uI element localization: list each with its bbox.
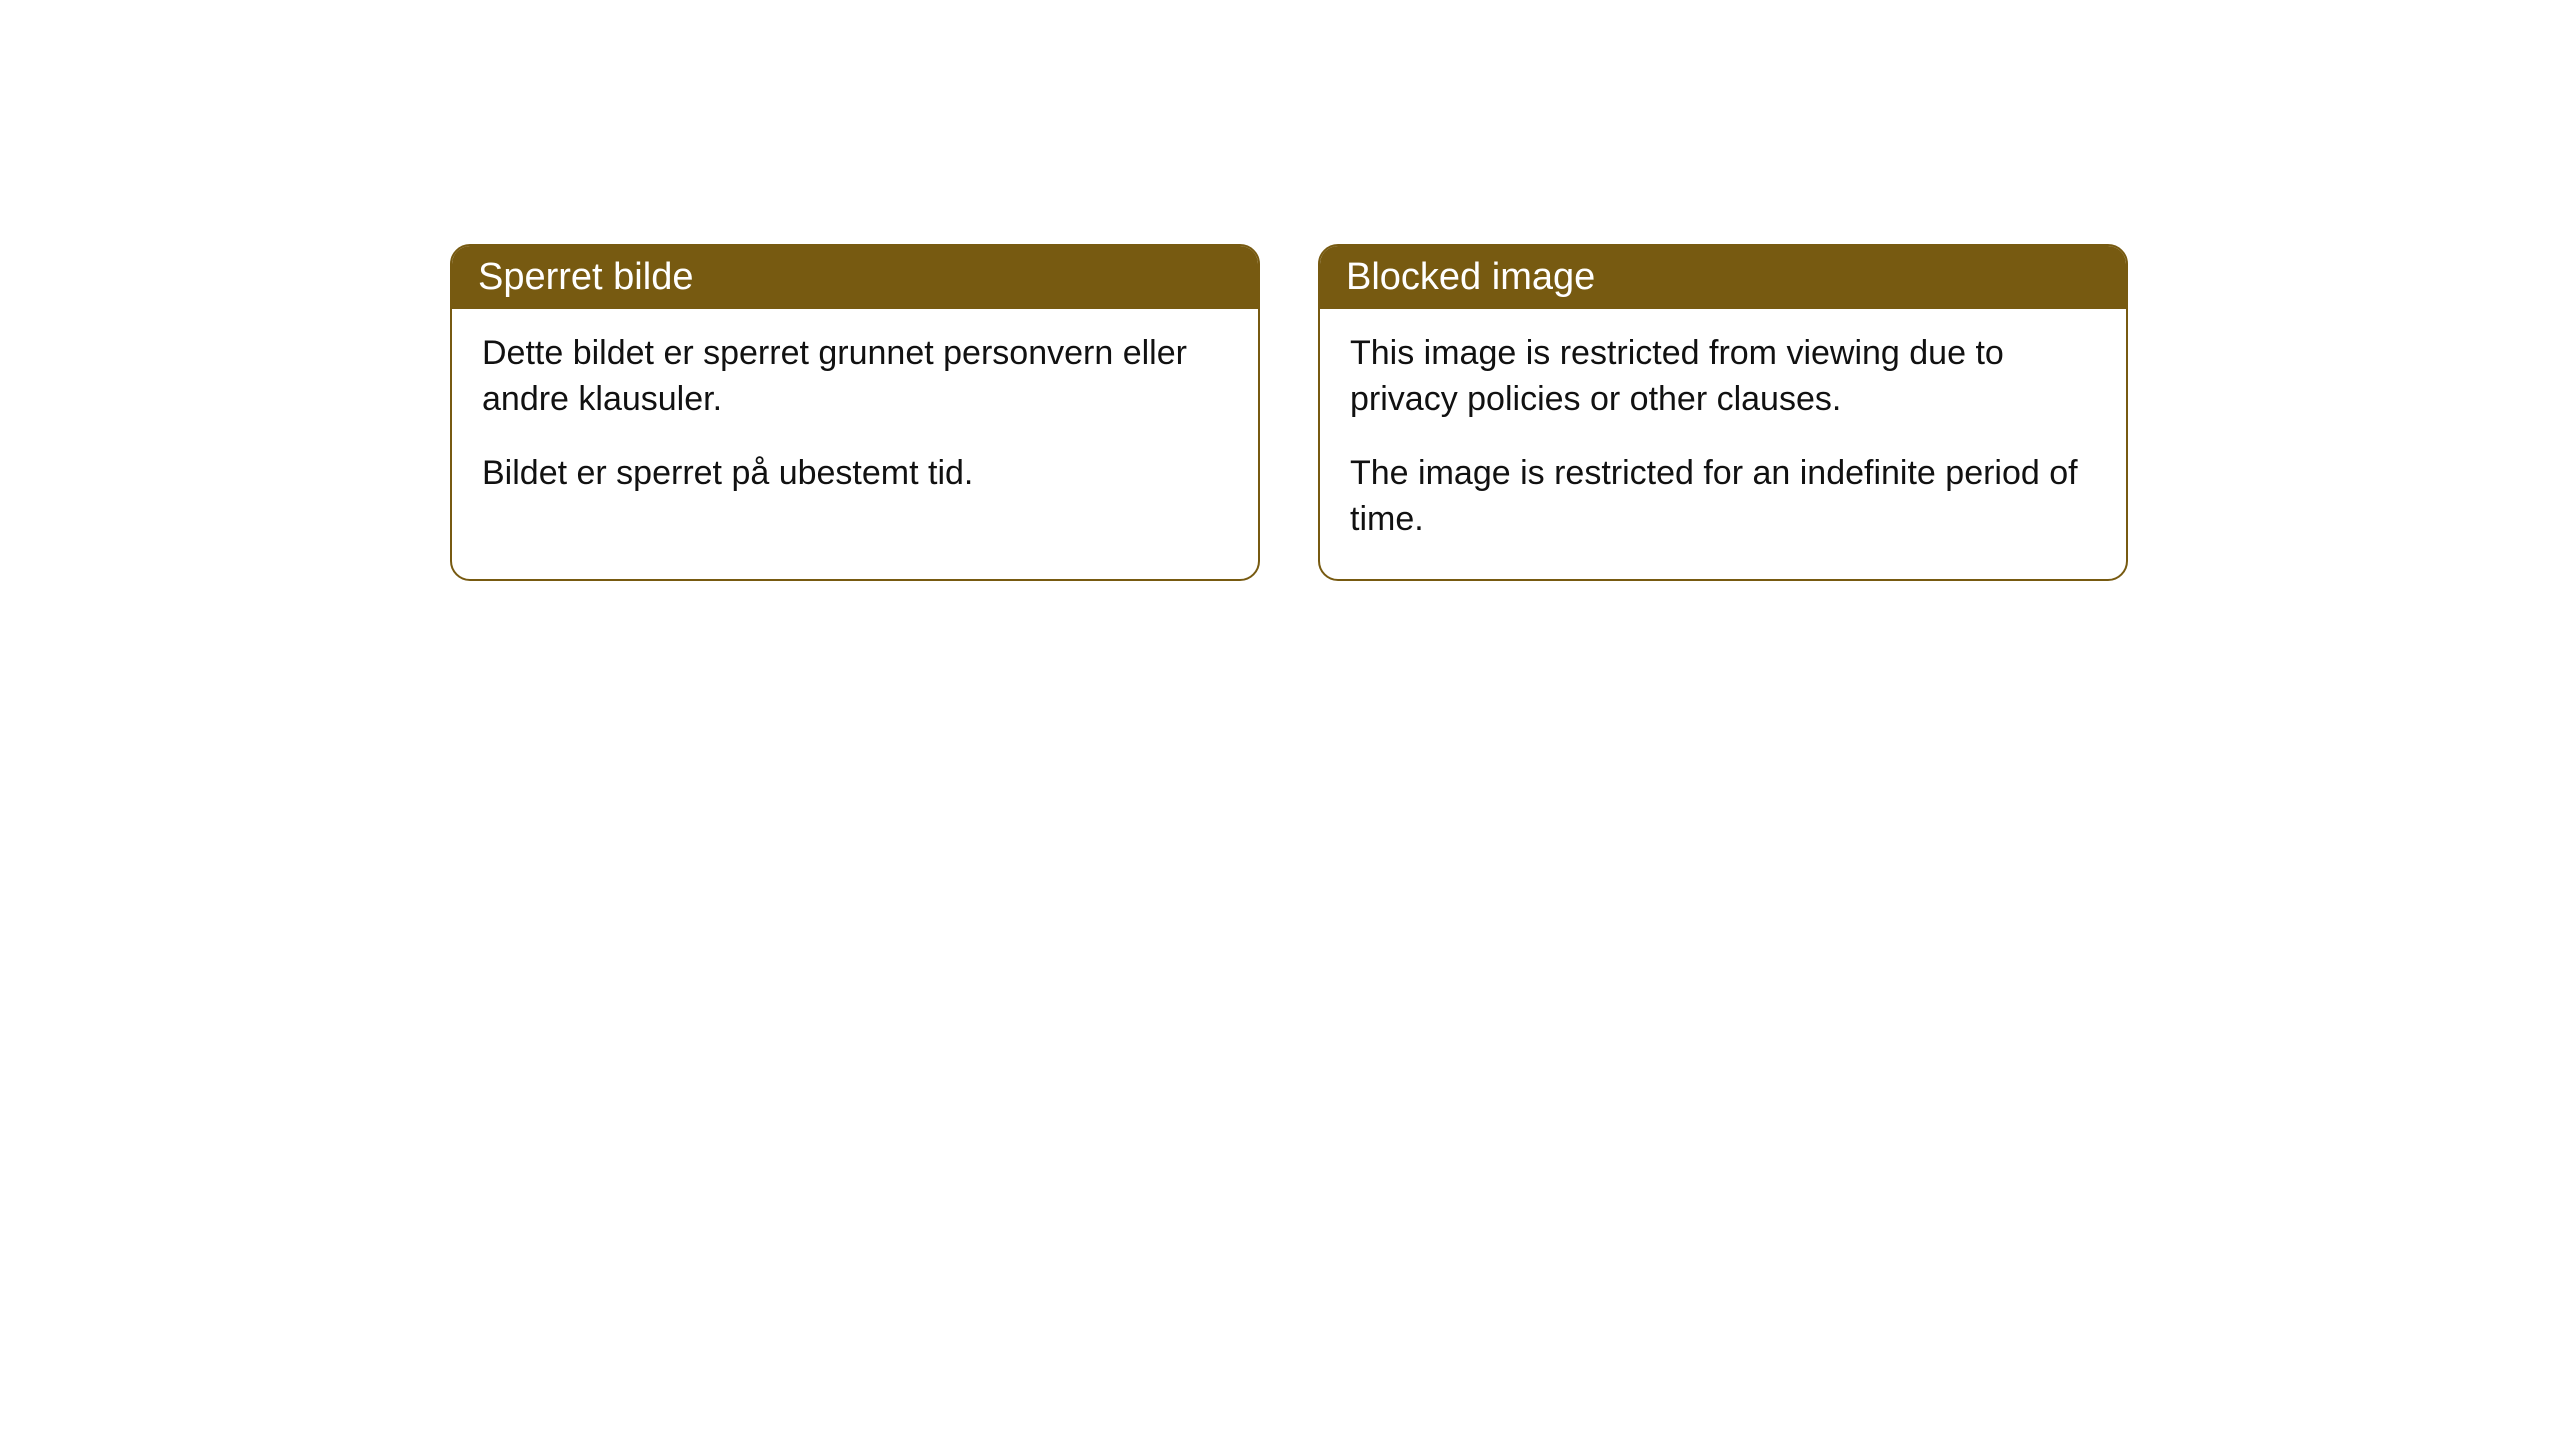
card-paragraph-1-norwegian: Dette bildet er sperret grunnet personve… (482, 331, 1228, 423)
card-paragraph-1-english: This image is restricted from viewing du… (1350, 331, 2096, 423)
card-body-english: This image is restricted from viewing du… (1320, 309, 2126, 579)
notice-container: Sperret bilde Dette bildet er sperret gr… (450, 244, 2128, 581)
card-paragraph-2-norwegian: Bildet er sperret på ubestemt tid. (482, 451, 1228, 497)
card-title-norwegian: Sperret bilde (478, 256, 693, 298)
card-title-english: Blocked image (1346, 256, 1595, 298)
card-body-norwegian: Dette bildet er sperret grunnet personve… (452, 309, 1258, 533)
card-header-english: Blocked image (1320, 246, 2126, 309)
blocked-image-card-norwegian: Sperret bilde Dette bildet er sperret gr… (450, 244, 1260, 581)
card-paragraph-2-english: The image is restricted for an indefinit… (1350, 451, 2096, 543)
card-header-norwegian: Sperret bilde (452, 246, 1258, 309)
blocked-image-card-english: Blocked image This image is restricted f… (1318, 244, 2128, 581)
